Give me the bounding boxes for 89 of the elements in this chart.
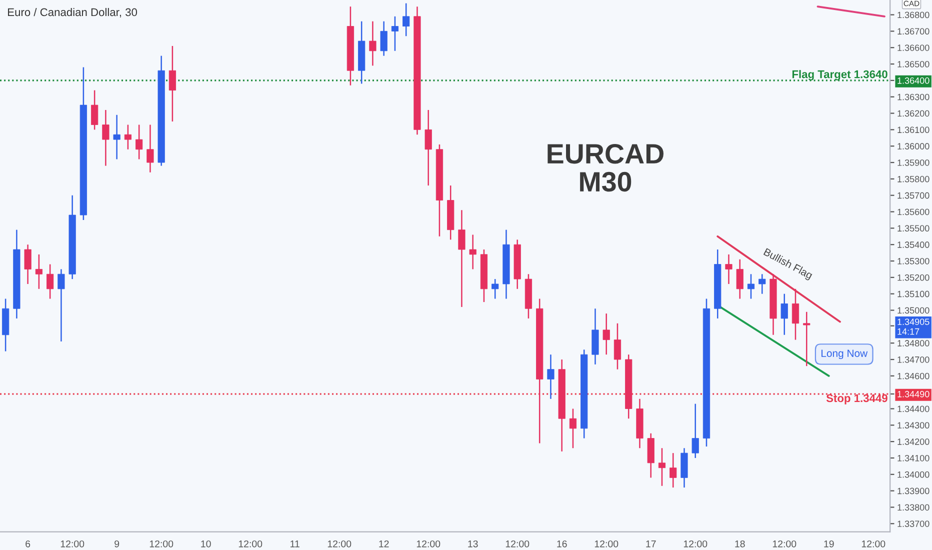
- candlestick: [469, 234, 476, 270]
- y-tick-label: 1.35100: [898, 290, 930, 298]
- candlestick: [602, 312, 610, 356]
- y-tick-label: 1.35800: [898, 176, 930, 182]
- candlestick: [780, 293, 788, 336]
- candlestick: [614, 322, 622, 370]
- x-tick-label: 12:00: [772, 540, 796, 548]
- candlestick: [458, 209, 466, 308]
- candlestick: [58, 268, 65, 342]
- x-tick-label: 12: [379, 540, 389, 548]
- x-tick-label: 19: [824, 540, 834, 548]
- y-tick-label: 1.34400: [898, 406, 930, 412]
- y-tick-label: 1.36000: [898, 143, 930, 150]
- y-tick-label: 1.35900: [898, 159, 930, 166]
- candlestick: [24, 244, 32, 285]
- y-tick-label: 1.35200: [898, 274, 930, 281]
- candlestick: [146, 124, 154, 173]
- candlestick: [758, 274, 766, 294]
- candlestick: [102, 109, 110, 166]
- candlestick: [725, 254, 732, 285]
- candlestick: [113, 114, 120, 160]
- annotation: Long Now: [822, 350, 868, 360]
- x-tick-label: 12:00: [60, 540, 84, 548]
- candlestick: [369, 20, 376, 66]
- y-tick-label: 1.36300: [898, 94, 930, 100]
- candlestick: [658, 448, 666, 487]
- x-tick-label: 12:00: [506, 540, 530, 548]
- y-tick-label: 1.36600: [898, 44, 930, 51]
- candlestick: [670, 452, 677, 488]
- x-tick-label: 11: [290, 540, 300, 548]
- x-tick-label: 12:00: [684, 540, 708, 548]
- y-tick-label: 1.36800: [898, 12, 930, 18]
- y-tick-label: 1.33900: [898, 488, 930, 494]
- y-tick-label: 1.35600: [898, 208, 930, 216]
- ref-line-label: Stop 1.3449: [826, 394, 888, 404]
- y-tick-label: 1.35700: [898, 192, 930, 199]
- ref-line-label: Flag Target 1.3640: [792, 70, 888, 80]
- candlestick: [569, 408, 577, 449]
- x-tick-label: 16: [557, 540, 567, 548]
- x-tick-label: 12:00: [150, 540, 174, 548]
- y-tick-label: 1.34000: [898, 471, 930, 478]
- x-tick-label: 12:00: [416, 540, 440, 548]
- x-tick-label: 12:00: [238, 540, 262, 548]
- candlestick: [168, 45, 176, 122]
- candlestick: [380, 20, 388, 56]
- x-tick-label: 12:00: [594, 540, 618, 548]
- y-tick-label: 1.34200: [898, 438, 930, 445]
- candlestick: [402, 2, 410, 37]
- x-tick-label: 18: [735, 540, 745, 548]
- y-tick-label: 1.35300: [898, 258, 930, 264]
- candlestick: [35, 254, 42, 290]
- x-tick-label: 13: [468, 540, 478, 548]
- y-tick-label: 1.35000: [898, 307, 930, 314]
- y-tick-label: 1.34100: [898, 454, 930, 462]
- y-tick-label: 1.34600: [898, 372, 930, 380]
- y-tick-label: 1.36100: [898, 126, 930, 134]
- x-tick-label: 17: [646, 540, 656, 548]
- y-tick-label: 1.36400: [898, 77, 930, 84]
- candlestick: [692, 403, 699, 459]
- x-tick-label: 12:00: [862, 540, 886, 548]
- y-tick-label: 1.34700: [898, 356, 930, 363]
- y-tick-label: 1.34300: [898, 422, 930, 429]
- candlestick: [736, 258, 744, 300]
- y-tick-label: 1.35500: [898, 225, 930, 232]
- y-tick-label: 1.33800: [898, 504, 930, 511]
- y-tick-label: 1.33700: [898, 520, 930, 527]
- x-tick-label: 12:00: [328, 540, 352, 548]
- candlestick: [803, 311, 810, 367]
- candlestick: [46, 264, 54, 300]
- candlestick: [492, 278, 499, 300]
- candlestick: [391, 16, 399, 52]
- y-tick-label: 1.34490: [898, 390, 930, 398]
- y-tick-label: 1.34800: [898, 340, 930, 346]
- x-tick-label: 6: [26, 540, 30, 548]
- y-tick-label: 1.36500: [898, 60, 930, 68]
- text: EURCAD M30: [548, 144, 664, 192]
- candlestick: [424, 109, 432, 186]
- y-tick-label: 1.36700: [898, 28, 930, 35]
- candlestick: [547, 354, 554, 400]
- x-tick-label: 10: [201, 540, 211, 548]
- x-tick-label: 9: [114, 540, 120, 548]
- candlestick: [747, 274, 755, 300]
- text: Euro / Canadian Dollar, 30: [8, 8, 138, 18]
- y-tick-label: 1.34905 14:17: [898, 318, 930, 335]
- y-tick-label: 1.35400: [898, 242, 930, 248]
- candlestick: [91, 90, 98, 130]
- y-tick-label: 1.36200: [898, 110, 930, 117]
- candlestick: [124, 124, 132, 150]
- candlestick: [136, 124, 143, 160]
